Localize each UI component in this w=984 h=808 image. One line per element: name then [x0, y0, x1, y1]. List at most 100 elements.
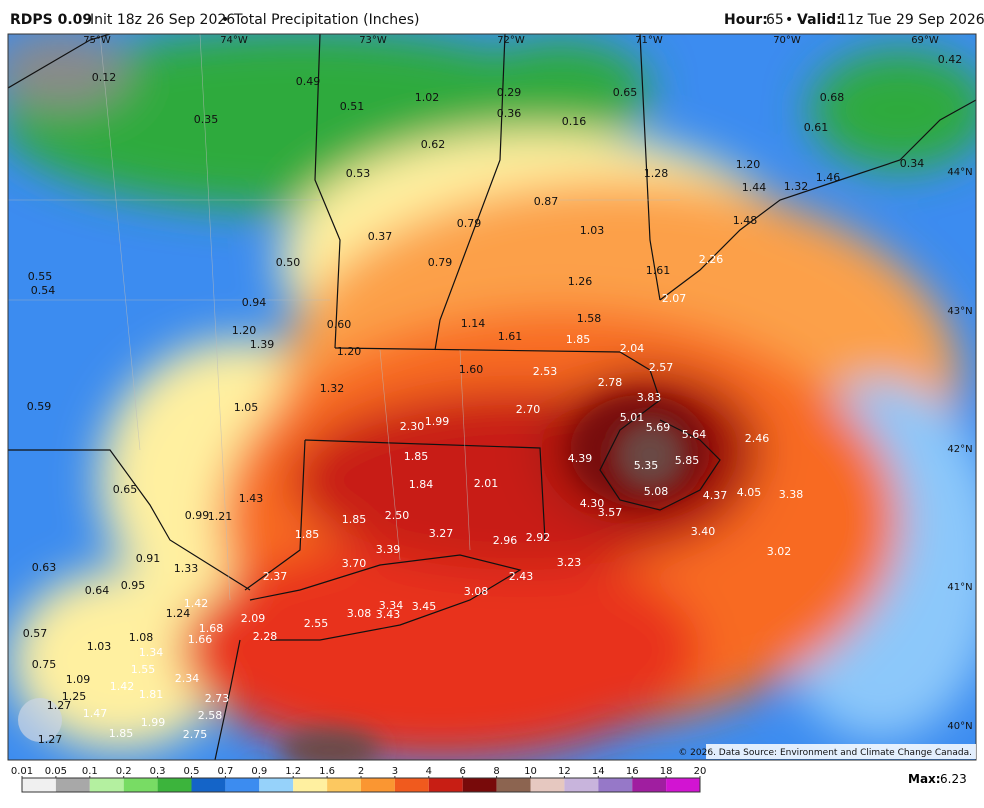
point-label: 2.70: [516, 403, 541, 416]
point-label: 0.49: [296, 75, 321, 88]
point-label: 0.87: [534, 195, 559, 208]
lon-label: 75°W: [83, 35, 111, 46]
legend-swatch: [259, 778, 294, 792]
point-label: 2.01: [474, 477, 499, 490]
point-label: 3.08: [347, 607, 372, 620]
legend-tick-label: 2: [358, 766, 364, 777]
legend-tick-label: 1.2: [285, 766, 301, 777]
lon-label: 73°W: [359, 35, 387, 46]
point-label: 3.38: [779, 488, 804, 501]
point-label: 1.05: [234, 401, 259, 414]
point-label: 0.68: [820, 91, 845, 104]
credit: © 2026. Data Source: Environment and Cli…: [678, 748, 972, 758]
separator: •: [785, 12, 793, 28]
point-label: 2.73: [205, 692, 230, 705]
lat-label: 42°N: [947, 444, 972, 455]
point-label: 1.20: [337, 345, 362, 358]
legend-tick-label: 8: [493, 766, 499, 777]
legend-tick-label: 20: [694, 766, 707, 777]
legend-swatch: [89, 778, 124, 792]
point-label: 1.34: [139, 646, 164, 659]
point-label: 0.12: [92, 71, 117, 84]
point-label: 1.46: [816, 171, 841, 184]
legend-swatch: [191, 778, 226, 792]
map-frame: [7, 33, 977, 761]
point-label: 2.53: [533, 365, 558, 378]
point-label: 1.21: [208, 510, 233, 523]
point-label: 1.85: [566, 333, 591, 346]
legend-swatch: [394, 778, 429, 792]
point-label: 5.08: [644, 485, 669, 498]
point-label: 0.37: [368, 230, 393, 243]
point-label: 2.55: [304, 617, 329, 630]
legend-swatch: [496, 778, 531, 792]
point-label: 1.68: [199, 622, 224, 635]
point-label: 2.43: [509, 570, 534, 583]
legend-tick-label: 0.9: [251, 766, 267, 777]
precip-field: [8, 34, 976, 760]
point-label: 1.25: [62, 690, 87, 703]
point-label: 3.23: [557, 556, 582, 569]
point-label: 0.61: [804, 121, 829, 134]
legend-swatch: [666, 778, 700, 792]
point-label: 1.08: [129, 631, 154, 644]
point-label: 2.28: [253, 630, 278, 643]
point-label: 1.47: [83, 707, 108, 720]
point-label: 3.02: [767, 545, 792, 558]
point-label: 1.39: [250, 338, 275, 351]
point-label: 4.37: [703, 489, 728, 502]
point-label: 1.20: [232, 324, 257, 337]
point-label: 1.85: [109, 727, 134, 740]
point-label: 0.36: [497, 107, 522, 120]
point-label: 2.50: [385, 509, 410, 522]
point-label: 2.09: [241, 612, 266, 625]
point-label: 0.94: [242, 296, 267, 309]
legend-tick-label: 0.2: [116, 766, 132, 777]
point-label: 2.04: [620, 342, 645, 355]
point-label: 3.39: [376, 543, 401, 556]
point-label: 1.84: [409, 478, 434, 491]
legend-swatch: [462, 778, 497, 792]
model: RDPS 0.09: [10, 12, 92, 28]
point-label: 1.09: [66, 673, 91, 686]
point-label: 1.85: [295, 528, 320, 541]
point-label: 0.91: [136, 552, 161, 565]
point-label: 1.20: [736, 158, 761, 171]
point-label: 0.55: [28, 270, 53, 283]
legend-swatch: [598, 778, 633, 792]
hour: 65: [766, 12, 784, 28]
point-label: 3.70: [342, 557, 367, 570]
hour-label: Hour:: [724, 12, 768, 28]
max-label: Max:: [908, 772, 941, 786]
init: Init 18z 26 Sep 2026: [90, 12, 235, 28]
point-label: 1.33: [174, 562, 199, 575]
point-label: 1.24: [166, 607, 191, 620]
point-label: 1.03: [580, 224, 605, 237]
point-label: 3.34: [379, 599, 404, 612]
point-label: 5.85: [675, 454, 700, 467]
valid-label: Valid:: [797, 12, 842, 28]
legend-tick-label: 0.7: [217, 766, 233, 777]
point-label: 0.34: [900, 157, 925, 170]
point-label: 0.75: [32, 658, 57, 671]
legend-swatch: [530, 778, 565, 792]
legend-tick-label: 12: [558, 766, 571, 777]
point-label: 0.60: [327, 318, 352, 331]
point-label: 5.69: [646, 421, 671, 434]
legend-swatch: [22, 778, 56, 792]
point-label: 0.16: [562, 115, 587, 128]
point-label: 2.96: [493, 534, 518, 547]
point-label: 1.43: [239, 492, 264, 505]
point-label: 0.63: [32, 561, 57, 574]
point-label: 1.61: [646, 264, 671, 277]
point-label: 2.07: [662, 292, 687, 305]
lat-label: 41°N: [947, 582, 972, 593]
legend-tick-label: 6: [460, 766, 466, 777]
point-label: 0.65: [113, 483, 138, 496]
legend-swatch: [564, 778, 599, 792]
point-label: 0.62: [421, 138, 446, 151]
point-label: 1.60: [459, 363, 484, 376]
lon-label: 74°W: [220, 35, 248, 46]
point-label: 0.53: [346, 167, 371, 180]
